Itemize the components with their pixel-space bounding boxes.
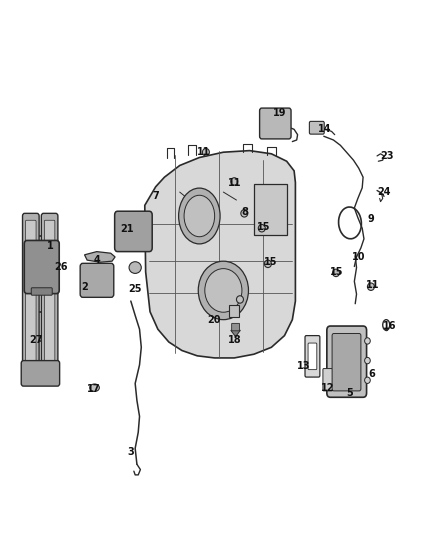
Ellipse shape xyxy=(258,224,265,232)
Text: 4: 4 xyxy=(93,255,100,265)
Text: 19: 19 xyxy=(272,108,286,118)
Text: 15: 15 xyxy=(257,222,270,232)
Ellipse shape xyxy=(364,377,370,383)
Text: 17: 17 xyxy=(87,384,100,394)
FancyBboxPatch shape xyxy=(254,184,287,235)
Ellipse shape xyxy=(332,269,339,277)
FancyBboxPatch shape xyxy=(44,220,55,376)
FancyBboxPatch shape xyxy=(323,368,332,391)
FancyBboxPatch shape xyxy=(308,343,317,369)
Polygon shape xyxy=(85,252,115,262)
FancyBboxPatch shape xyxy=(31,288,52,295)
Ellipse shape xyxy=(198,261,248,320)
Ellipse shape xyxy=(367,283,374,290)
FancyBboxPatch shape xyxy=(332,334,361,391)
Ellipse shape xyxy=(241,209,248,217)
Text: 13: 13 xyxy=(297,361,311,372)
Text: 27: 27 xyxy=(30,335,43,345)
Text: 15: 15 xyxy=(264,257,277,267)
Text: 24: 24 xyxy=(377,187,391,197)
Text: 10: 10 xyxy=(352,252,365,262)
Ellipse shape xyxy=(129,262,141,273)
FancyBboxPatch shape xyxy=(115,211,152,252)
Ellipse shape xyxy=(202,149,209,156)
FancyBboxPatch shape xyxy=(80,263,114,297)
FancyBboxPatch shape xyxy=(25,220,36,376)
Polygon shape xyxy=(145,151,295,358)
FancyBboxPatch shape xyxy=(230,305,239,317)
Text: 15: 15 xyxy=(330,267,344,277)
Text: 21: 21 xyxy=(120,224,134,235)
FancyBboxPatch shape xyxy=(305,336,320,377)
Text: 7: 7 xyxy=(152,191,159,201)
FancyBboxPatch shape xyxy=(24,240,59,294)
Text: 25: 25 xyxy=(128,284,142,294)
Text: 6: 6 xyxy=(368,369,375,379)
Text: 11: 11 xyxy=(227,177,241,188)
Text: 1: 1 xyxy=(47,241,53,251)
Polygon shape xyxy=(231,330,240,337)
Ellipse shape xyxy=(184,195,215,237)
FancyBboxPatch shape xyxy=(309,122,324,134)
FancyBboxPatch shape xyxy=(21,361,60,386)
Ellipse shape xyxy=(265,260,272,268)
Text: 9: 9 xyxy=(367,214,374,224)
Ellipse shape xyxy=(364,358,370,364)
Text: 12: 12 xyxy=(321,383,335,393)
FancyBboxPatch shape xyxy=(41,213,58,383)
Ellipse shape xyxy=(205,269,242,312)
Ellipse shape xyxy=(231,177,238,185)
Text: 23: 23 xyxy=(380,151,394,161)
FancyBboxPatch shape xyxy=(22,213,39,383)
Text: 2: 2 xyxy=(81,282,88,292)
Text: 26: 26 xyxy=(54,262,68,271)
Ellipse shape xyxy=(237,296,244,303)
Text: 18: 18 xyxy=(227,335,241,345)
Text: 16: 16 xyxy=(383,321,397,331)
Ellipse shape xyxy=(364,338,370,344)
Ellipse shape xyxy=(90,384,99,391)
FancyBboxPatch shape xyxy=(260,108,291,139)
Text: 5: 5 xyxy=(346,388,353,398)
FancyBboxPatch shape xyxy=(232,324,240,331)
Text: 20: 20 xyxy=(207,314,220,325)
Text: 3: 3 xyxy=(127,447,134,456)
Text: 8: 8 xyxy=(241,207,248,217)
Ellipse shape xyxy=(383,320,390,330)
Text: 11: 11 xyxy=(366,280,379,290)
Text: 11: 11 xyxy=(197,147,211,157)
Text: 14: 14 xyxy=(318,124,332,134)
FancyBboxPatch shape xyxy=(327,326,367,397)
Ellipse shape xyxy=(179,188,220,244)
